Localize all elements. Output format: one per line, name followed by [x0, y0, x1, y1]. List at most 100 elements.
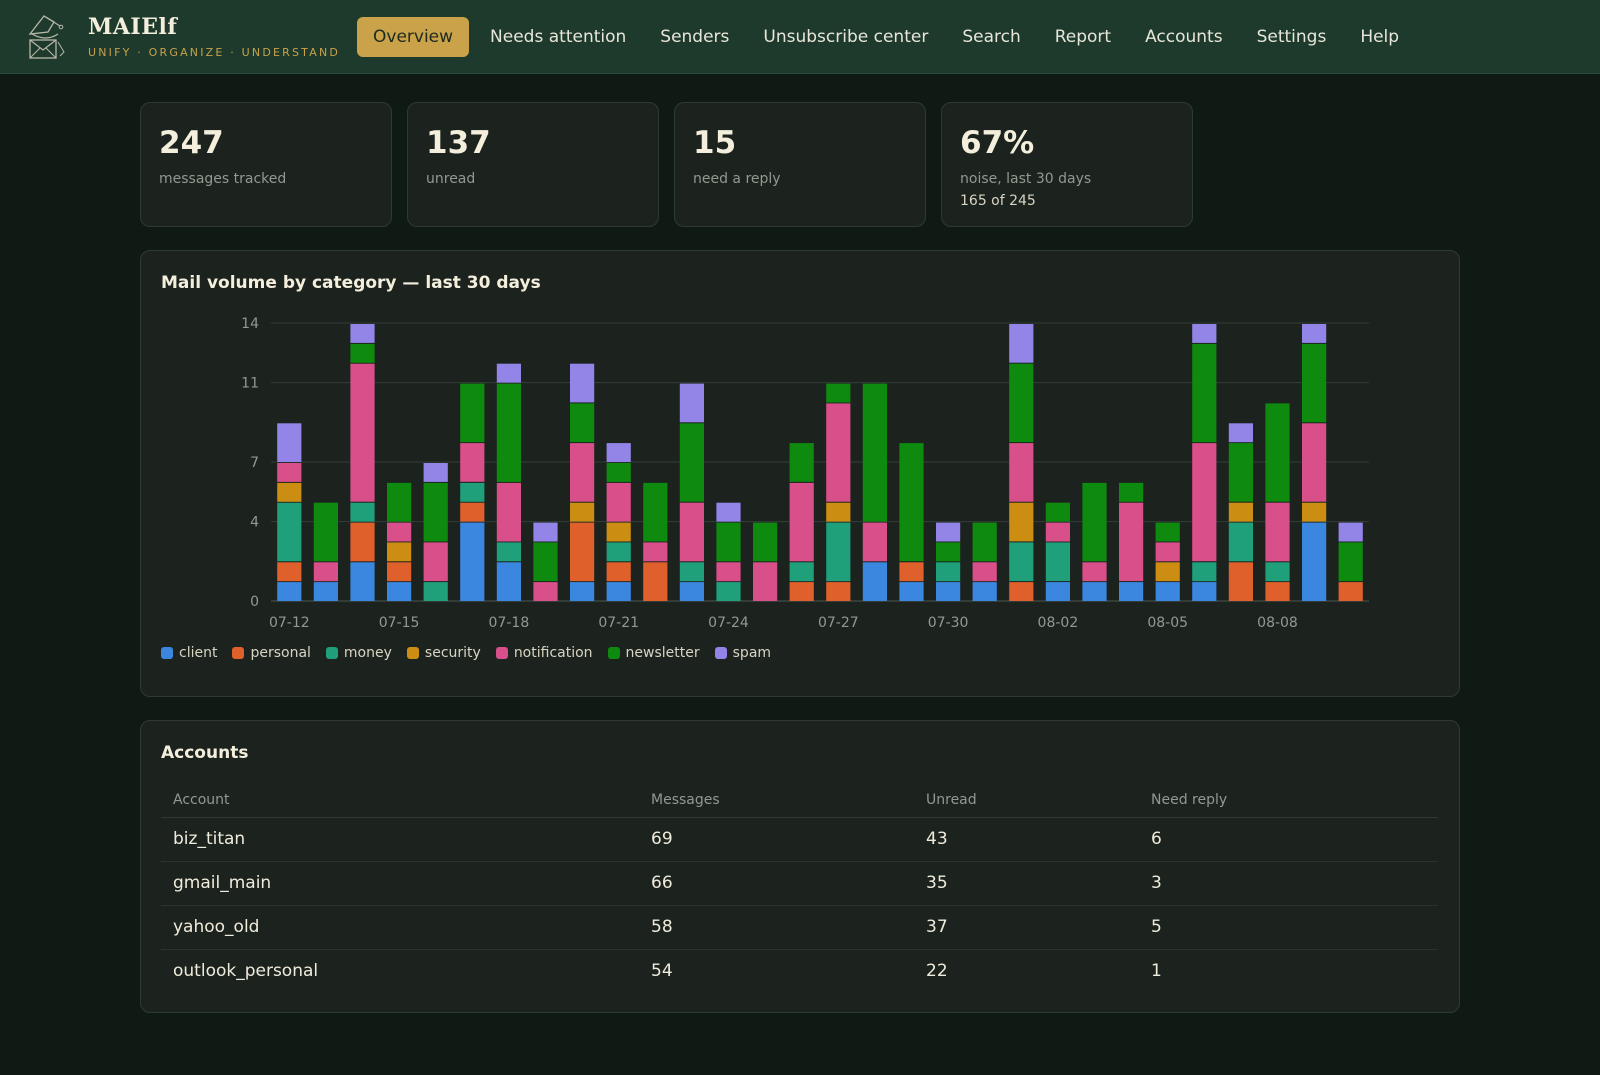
nav-item-unsubscribe-center[interactable]: Unsubscribe center: [763, 27, 929, 47]
bar-segment-newsletter[interactable]: [1045, 502, 1070, 522]
bar-segment-newsletter[interactable]: [1192, 343, 1217, 443]
legend-item-personal[interactable]: personal: [232, 645, 311, 661]
bar-segment-client[interactable]: [862, 562, 887, 601]
bar-segment-notification[interactable]: [533, 582, 558, 601]
bar-segment-spam[interactable]: [496, 363, 521, 383]
bar-segment-notification[interactable]: [387, 522, 412, 542]
legend-item-notification[interactable]: notification: [495, 645, 593, 661]
bar-segment-personal[interactable]: [1009, 582, 1034, 601]
column-header-messages[interactable]: Messages: [639, 783, 914, 818]
bar-segment-notification[interactable]: [1155, 542, 1180, 562]
bar-segment-notification[interactable]: [753, 562, 778, 601]
legend-item-newsletter[interactable]: newsletter: [607, 645, 700, 661]
bar-segment-security[interactable]: [1009, 502, 1034, 542]
bar-segment-client[interactable]: [1119, 582, 1144, 601]
bar-segment-notification[interactable]: [606, 482, 631, 522]
bar-segment-newsletter[interactable]: [972, 522, 997, 562]
bar-segment-notification[interactable]: [460, 443, 485, 482]
bar-segment-money[interactable]: [350, 502, 375, 522]
bar-segment-spam[interactable]: [570, 363, 595, 403]
bar-segment-notification[interactable]: [1265, 502, 1290, 562]
bar-segment-newsletter[interactable]: [1082, 482, 1107, 562]
bar-segment-client[interactable]: [972, 582, 997, 601]
bar-segment-security[interactable]: [1155, 562, 1180, 582]
bar-segment-client[interactable]: [277, 582, 302, 601]
bar-segment-money[interactable]: [496, 542, 521, 562]
bar-segment-client[interactable]: [899, 582, 924, 601]
bar-segment-money[interactable]: [1045, 542, 1070, 582]
bar-segment-spam[interactable]: [679, 383, 704, 423]
nav-item-senders[interactable]: Senders: [660, 27, 730, 47]
bar-segment-newsletter[interactable]: [1155, 522, 1180, 542]
bar-segment-client[interactable]: [496, 562, 521, 601]
bar-segment-notification[interactable]: [570, 443, 595, 502]
bar-segment-security[interactable]: [1228, 502, 1253, 522]
bar-segment-newsletter[interactable]: [1338, 542, 1363, 582]
bar-segment-notification[interactable]: [350, 363, 375, 502]
bar-segment-notification[interactable]: [496, 482, 521, 542]
bar-segment-newsletter[interactable]: [789, 443, 814, 482]
bar-segment-personal[interactable]: [350, 522, 375, 562]
bar-segment-client[interactable]: [460, 522, 485, 601]
bar-segment-notification[interactable]: [716, 562, 741, 582]
bar-segment-newsletter[interactable]: [716, 522, 741, 562]
bar-segment-newsletter[interactable]: [1228, 443, 1253, 502]
bar-segment-newsletter[interactable]: [643, 482, 668, 542]
bar-segment-notification[interactable]: [862, 522, 887, 562]
bar-segment-client[interactable]: [350, 562, 375, 601]
bar-segment-newsletter[interactable]: [1302, 343, 1327, 423]
bar-segment-money[interactable]: [826, 522, 851, 582]
bar-segment-notification[interactable]: [679, 502, 704, 562]
bar-segment-money[interactable]: [679, 562, 704, 582]
legend-item-spam[interactable]: spam: [714, 645, 771, 661]
bar-segment-client[interactable]: [313, 582, 338, 601]
bar-segment-client[interactable]: [1302, 522, 1327, 601]
bar-segment-client[interactable]: [387, 582, 412, 601]
bar-segment-money[interactable]: [606, 542, 631, 562]
bar-segment-notification[interactable]: [1082, 562, 1107, 582]
bar-segment-spam[interactable]: [1009, 324, 1034, 363]
bar-segment-newsletter[interactable]: [533, 542, 558, 582]
app-name[interactable]: MAIElf: [88, 14, 178, 40]
bar-segment-security[interactable]: [826, 502, 851, 522]
bar-segment-money[interactable]: [1009, 542, 1034, 582]
bar-segment-client[interactable]: [1082, 582, 1107, 601]
table-row[interactable]: biz_titan 69 43 6: [161, 817, 1438, 862]
bar-segment-money[interactable]: [277, 502, 302, 562]
bar-segment-notification[interactable]: [1009, 443, 1034, 502]
nav-item-help[interactable]: Help: [1360, 27, 1400, 47]
bar-segment-newsletter[interactable]: [1265, 403, 1290, 502]
bar-segment-money[interactable]: [423, 582, 448, 601]
column-header-account[interactable]: Account: [161, 783, 639, 818]
column-header-need-reply[interactable]: Need reply: [1139, 783, 1438, 818]
bar-segment-money[interactable]: [936, 562, 961, 582]
bar-segment-newsletter[interactable]: [570, 403, 595, 443]
bar-segment-personal[interactable]: [387, 562, 412, 582]
bar-segment-personal[interactable]: [1265, 582, 1290, 601]
bar-segment-notification[interactable]: [1119, 502, 1144, 582]
bar-segment-spam[interactable]: [533, 522, 558, 542]
nav-item-overview[interactable]: Overview: [357, 17, 470, 57]
bar-segment-money[interactable]: [1192, 562, 1217, 582]
bar-segment-newsletter[interactable]: [1119, 482, 1144, 502]
bar-segment-spam[interactable]: [716, 502, 741, 522]
bar-segment-money[interactable]: [1228, 522, 1253, 562]
bar-segment-money[interactable]: [1265, 562, 1290, 582]
bar-segment-newsletter[interactable]: [1009, 363, 1034, 443]
bar-segment-client[interactable]: [1045, 582, 1070, 601]
bar-segment-client[interactable]: [1155, 582, 1180, 601]
table-row[interactable]: outlook_personal 54 22 1: [161, 949, 1438, 993]
bar-segment-notification[interactable]: [1192, 443, 1217, 562]
bar-segment-spam[interactable]: [936, 522, 961, 542]
bar-segment-personal[interactable]: [1338, 582, 1363, 601]
bar-segment-newsletter[interactable]: [387, 482, 412, 522]
bar-segment-newsletter[interactable]: [313, 502, 338, 562]
nav-item-settings[interactable]: Settings: [1256, 27, 1327, 47]
column-header-unread[interactable]: Unread: [914, 783, 1139, 818]
bar-segment-security[interactable]: [606, 522, 631, 542]
bar-segment-notification[interactable]: [1302, 423, 1327, 502]
bar-segment-money[interactable]: [789, 562, 814, 582]
bar-segment-spam[interactable]: [1228, 423, 1253, 443]
legend-item-money[interactable]: money: [325, 645, 392, 661]
bar-segment-notification[interactable]: [789, 482, 814, 562]
